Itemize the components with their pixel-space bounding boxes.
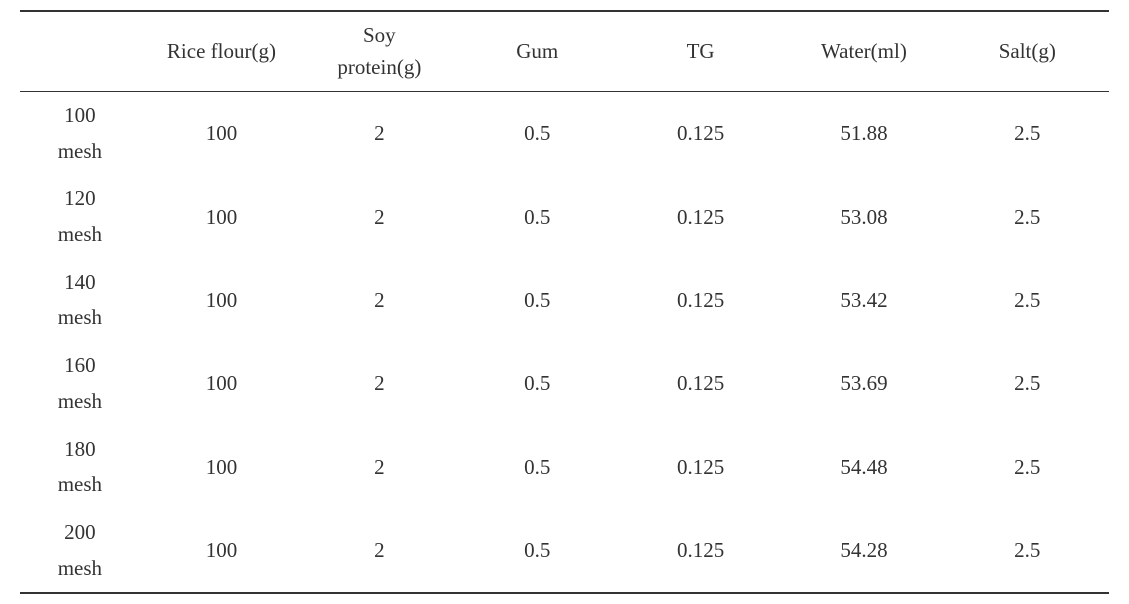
row-label-line2: mesh — [58, 556, 102, 580]
header-soy-protein-line2: protein(g) — [337, 55, 421, 79]
row-label-line1: 120 — [64, 186, 96, 210]
cell-water: 54.48 — [782, 426, 945, 509]
header-water: Water(ml) — [782, 11, 945, 92]
cell-soy-protein: 2 — [303, 175, 455, 258]
row-label: 200 mesh — [20, 509, 140, 593]
table-row: 160 mesh 100 2 0.5 0.125 53.69 2.5 — [20, 342, 1109, 425]
cell-soy-protein: 2 — [303, 342, 455, 425]
cell-salt: 2.5 — [946, 259, 1109, 342]
row-label-line2: mesh — [58, 305, 102, 329]
row-label: 140 mesh — [20, 259, 140, 342]
row-label: 100 mesh — [20, 92, 140, 176]
data-table: Rice flour(g) Soy protein(g) Gum TG Wate… — [20, 10, 1109, 594]
table-row: 200 mesh 100 2 0.5 0.125 54.28 2.5 — [20, 509, 1109, 593]
cell-rice-flour: 100 — [140, 509, 303, 593]
cell-gum: 0.5 — [456, 92, 619, 176]
row-label: 160 mesh — [20, 342, 140, 425]
cell-gum: 0.5 — [456, 259, 619, 342]
cell-salt: 2.5 — [946, 175, 1109, 258]
row-label-line1: 160 — [64, 353, 96, 377]
table-row: 120 mesh 100 2 0.5 0.125 53.08 2.5 — [20, 175, 1109, 258]
row-label: 120 mesh — [20, 175, 140, 258]
row-label-line1: 100 — [64, 103, 96, 127]
cell-water: 54.28 — [782, 509, 945, 593]
table-row: 180 mesh 100 2 0.5 0.125 54.48 2.5 — [20, 426, 1109, 509]
header-salt: Salt(g) — [946, 11, 1109, 92]
row-label-line1: 200 — [64, 520, 96, 544]
row-label-line2: mesh — [58, 472, 102, 496]
row-label-line1: 140 — [64, 270, 96, 294]
row-label-line2: mesh — [58, 222, 102, 246]
header-tg: TG — [619, 11, 782, 92]
cell-tg: 0.125 — [619, 92, 782, 176]
table-row: 100 mesh 100 2 0.5 0.125 51.88 2.5 — [20, 92, 1109, 176]
cell-rice-flour: 100 — [140, 342, 303, 425]
row-label-line1: 180 — [64, 437, 96, 461]
cell-soy-protein: 2 — [303, 259, 455, 342]
cell-salt: 2.5 — [946, 509, 1109, 593]
cell-tg: 0.125 — [619, 426, 782, 509]
header-rice-flour: Rice flour(g) — [140, 11, 303, 92]
table-row: 140 mesh 100 2 0.5 0.125 53.42 2.5 — [20, 259, 1109, 342]
cell-water: 51.88 — [782, 92, 945, 176]
header-soy-protein-line1: Soy — [363, 23, 396, 47]
cell-salt: 2.5 — [946, 92, 1109, 176]
cell-water: 53.42 — [782, 259, 945, 342]
cell-salt: 2.5 — [946, 426, 1109, 509]
cell-gum: 0.5 — [456, 426, 619, 509]
row-label-line2: mesh — [58, 139, 102, 163]
cell-soy-protein: 2 — [303, 92, 455, 176]
header-rowlabel — [20, 11, 140, 92]
cell-tg: 0.125 — [619, 342, 782, 425]
cell-salt: 2.5 — [946, 342, 1109, 425]
header-gum: Gum — [456, 11, 619, 92]
cell-rice-flour: 100 — [140, 259, 303, 342]
cell-soy-protein: 2 — [303, 509, 455, 593]
cell-soy-protein: 2 — [303, 426, 455, 509]
cell-tg: 0.125 — [619, 509, 782, 593]
table-body: 100 mesh 100 2 0.5 0.125 51.88 2.5 120 m… — [20, 92, 1109, 594]
cell-rice-flour: 100 — [140, 426, 303, 509]
table-header: Rice flour(g) Soy protein(g) Gum TG Wate… — [20, 11, 1109, 92]
cell-rice-flour: 100 — [140, 92, 303, 176]
cell-rice-flour: 100 — [140, 175, 303, 258]
header-soy-protein: Soy protein(g) — [303, 11, 455, 92]
row-label-line2: mesh — [58, 389, 102, 413]
cell-water: 53.08 — [782, 175, 945, 258]
cell-gum: 0.5 — [456, 342, 619, 425]
header-row: Rice flour(g) Soy protein(g) Gum TG Wate… — [20, 11, 1109, 92]
row-label: 180 mesh — [20, 426, 140, 509]
cell-gum: 0.5 — [456, 175, 619, 258]
cell-water: 53.69 — [782, 342, 945, 425]
cell-gum: 0.5 — [456, 509, 619, 593]
cell-tg: 0.125 — [619, 175, 782, 258]
cell-tg: 0.125 — [619, 259, 782, 342]
